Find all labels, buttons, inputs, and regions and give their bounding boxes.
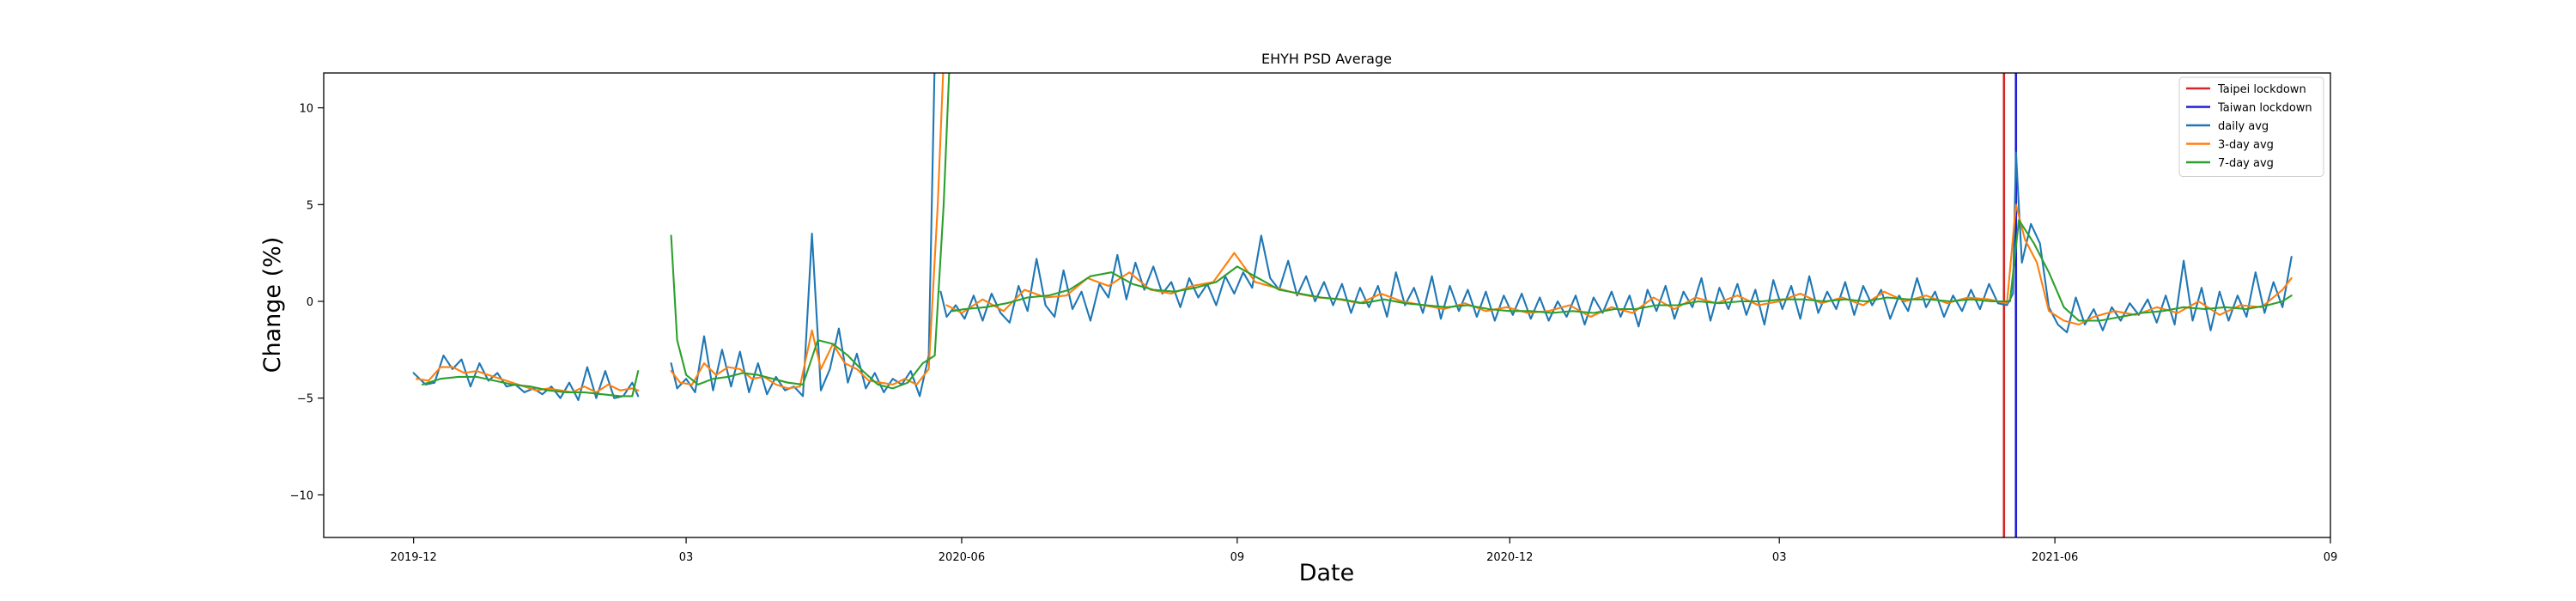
data-lines	[412, 73, 2293, 402]
x-tick-label: 2020-06	[939, 551, 985, 564]
series-line-7-day-avg-segment-1	[670, 73, 951, 390]
series-line-7-day-avg-segment-0	[422, 370, 640, 398]
x-axis-label: Date	[1299, 560, 1355, 586]
legend-label: 7-day avg	[2218, 157, 2274, 170]
x-tick-label: 03	[1772, 551, 1787, 564]
y-axis-ticks: −10 −5 0 5 10	[290, 103, 324, 502]
legend-label: Taipei lockdown	[2217, 83, 2306, 96]
y-tick-label: 5	[307, 199, 313, 212]
legend-box	[2178, 76, 2324, 177]
y-tick-label: 10	[299, 103, 313, 116]
series-line-daily-avg-segment-2	[939, 151, 2293, 334]
plot-frame	[323, 72, 2331, 538]
series-line-3-day-avg-segment-0	[416, 366, 640, 393]
legend-label: Taiwan lockdown	[2217, 102, 2312, 115]
y-tick-label: −5	[297, 393, 313, 406]
series-line-daily-avg-segment-1	[670, 73, 936, 398]
x-axis-ticks: 2019-12 03 2020-06 09 2020-12 03 2021-06 09	[390, 537, 2337, 564]
legend-label: daily avg	[2218, 120, 2269, 133]
x-tick-label: 09	[2324, 551, 2338, 564]
legend-label: 3-day avg	[2218, 139, 2274, 152]
x-tick-label: 2020-12	[1486, 551, 1533, 564]
y-axis-label: Change (%)	[259, 237, 286, 373]
series-line-7-day-avg-segment-2	[951, 219, 2293, 322]
plot-area	[412, 73, 2293, 537]
x-tick-label: 2021-06	[2032, 551, 2078, 564]
x-tick-label: 03	[679, 551, 694, 564]
series-line-3-day-avg-segment-1	[670, 73, 945, 390]
y-tick-label: −10	[290, 489, 313, 502]
series-line-3-day-avg-segment-2	[945, 203, 2293, 326]
y-tick-label: 0	[307, 296, 313, 309]
legend: Taipei lockdown Taiwan lockdown daily avg 3…	[2178, 76, 2324, 177]
x-tick-label: 09	[1230, 551, 1245, 564]
x-tick-label: 2019-12	[390, 551, 436, 564]
chart-title: EHYH PSD Average	[1261, 51, 1392, 67]
